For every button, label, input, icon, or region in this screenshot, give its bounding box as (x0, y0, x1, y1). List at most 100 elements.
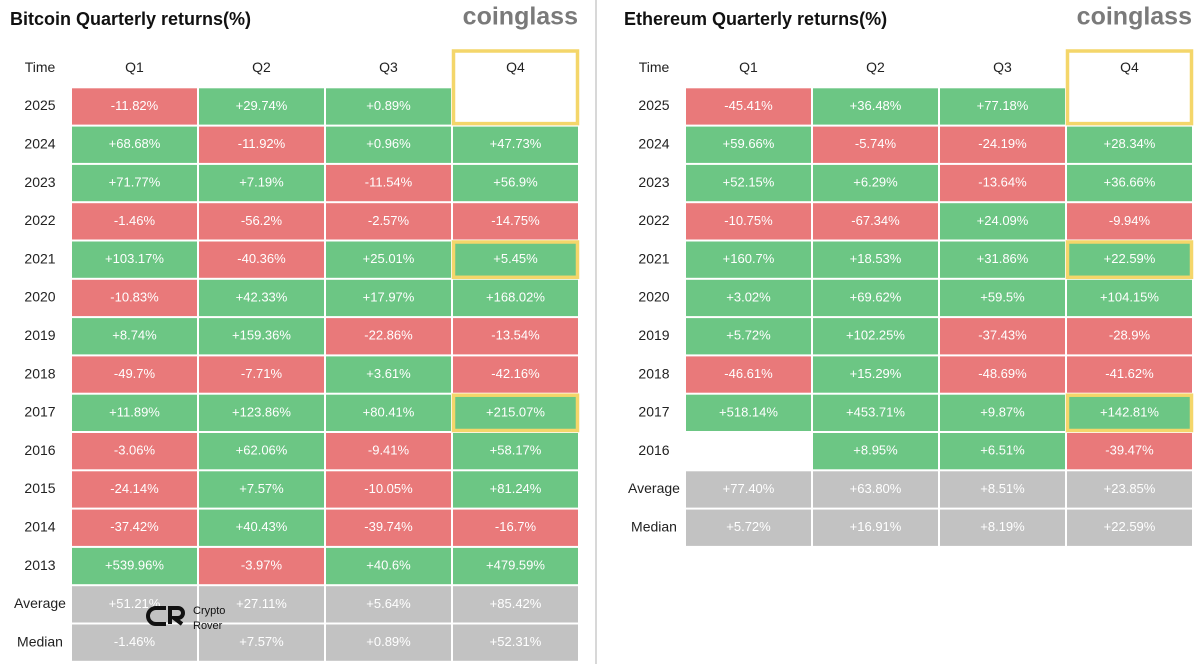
panel-title: Bitcoin Quarterly returns(%) (10, 9, 251, 29)
cell-value: +3.61% (366, 366, 411, 381)
cell-bg (1067, 433, 1192, 470)
cell-value: +42.33% (236, 289, 288, 304)
cell-value: +40.6% (366, 557, 411, 572)
cell-bg (1067, 88, 1192, 125)
cell-value: -3.97% (241, 557, 283, 572)
cell-bg (940, 394, 1065, 431)
cell-value: -1.46% (114, 213, 156, 228)
row-label: 2013 (24, 557, 55, 573)
cell-value: +77.18% (977, 98, 1029, 113)
cell-bg (326, 509, 451, 546)
cell-bg (72, 88, 197, 125)
cell-bg (686, 126, 811, 163)
row-label: 2016 (24, 442, 55, 458)
cell-bg (326, 624, 451, 661)
watermark: Crypto Rover (146, 605, 225, 632)
cell-bg (72, 126, 197, 163)
column-header: Time (639, 59, 670, 75)
cell-bg (940, 203, 1065, 240)
cell-bg (326, 203, 451, 240)
cell-value: +36.48% (850, 98, 902, 113)
cell-value: +3.02% (726, 289, 771, 304)
brand-logo: coinglass (463, 3, 578, 31)
cell-bg (813, 471, 938, 508)
cell-bg (940, 279, 1065, 317)
cell-value: +62.06% (236, 443, 288, 458)
cell-bg (199, 547, 324, 585)
cell-value: +22.59% (1104, 251, 1156, 266)
cell-bg (72, 203, 197, 240)
cell-value: -7.71% (241, 366, 283, 381)
cell-value: -16.7% (495, 519, 537, 534)
cell-value: -45.41% (724, 98, 773, 113)
cell-value: +52.31% (490, 634, 542, 649)
row-label: 2025 (24, 97, 55, 113)
cell-bg (199, 356, 324, 393)
cell-value: +8.19% (980, 519, 1025, 534)
cell-value: +0.96% (366, 136, 411, 151)
cell-value: -42.16% (491, 366, 540, 381)
cell-value: -28.9% (1109, 328, 1151, 343)
cell-value: +102.25% (846, 328, 905, 343)
cell-bg (199, 279, 324, 317)
cell-bg (453, 356, 578, 393)
column-header: Q2 (866, 59, 885, 75)
column-header: Q3 (379, 59, 398, 75)
cell-value: +7.57% (239, 634, 284, 649)
cell-bg (940, 356, 1065, 393)
cell-bg (199, 471, 324, 508)
brand-logo: coinglass (1077, 3, 1192, 31)
cell-value: +77.40% (723, 481, 775, 496)
cell-bg (686, 471, 811, 508)
cell-bg (453, 433, 578, 470)
cell-value: +5.45% (493, 251, 538, 266)
cell-bg (199, 203, 324, 240)
cell-bg (199, 318, 324, 355)
cell-bg (326, 126, 451, 163)
cell-value: +142.81% (1100, 404, 1159, 419)
cell-value: +7.19% (239, 174, 284, 189)
cell-bg (72, 164, 197, 202)
cell-value: -3.06% (114, 443, 156, 458)
cell-value: +63.80% (850, 481, 902, 496)
watermark-text: Rover (193, 620, 223, 632)
cell-value: +11.89% (109, 404, 160, 419)
cell-value: +68.68% (109, 136, 161, 151)
cell-value: -56.2% (241, 213, 283, 228)
cell-value: -13.54% (491, 328, 540, 343)
row-label: 2016 (638, 442, 669, 458)
cell-bg (940, 241, 1065, 278)
cell-bg (326, 394, 451, 431)
cell-bg (72, 547, 197, 585)
cell-bg (72, 433, 197, 470)
cell-bg (326, 88, 451, 125)
cell-value: +52.15% (723, 174, 775, 189)
cell-value: +0.89% (366, 98, 411, 113)
cell-bg (453, 126, 578, 163)
cell-value: +103.17% (105, 251, 164, 266)
column-header: Q2 (252, 59, 271, 75)
cell-bg (453, 164, 578, 202)
column-header: Q1 (125, 59, 144, 75)
cell-bg (686, 356, 811, 393)
row-label: 2019 (638, 327, 669, 343)
cell-value: +69.62% (850, 289, 902, 304)
cell-value: -10.05% (364, 481, 413, 496)
cell-bg (199, 126, 324, 163)
cell-bg (1067, 471, 1192, 508)
row-label: 2021 (24, 250, 55, 266)
cell-bg (453, 586, 578, 623)
cell-bg (686, 203, 811, 240)
cell-bg (813, 279, 938, 317)
cell-bg (199, 586, 324, 623)
cell-bg (72, 471, 197, 508)
cell-value: +51.21% (109, 596, 161, 611)
cell-bg (326, 279, 451, 317)
watermark-text: Crypto (193, 605, 225, 617)
cell-bg (686, 433, 811, 470)
cell-bg (72, 509, 197, 546)
row-label: 2020 (638, 289, 669, 305)
cell-value: +123.86% (232, 404, 291, 419)
cell-value: -11.54% (365, 174, 413, 189)
